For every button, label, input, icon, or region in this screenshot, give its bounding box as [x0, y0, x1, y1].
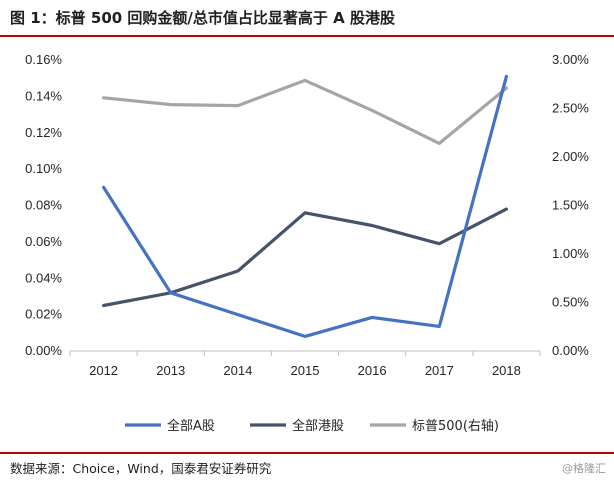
right-axis-tick-label: 3.00% [552, 52, 589, 67]
right-axis-tick-label: 2.50% [552, 101, 589, 116]
right-axis-tick-label: 2.00% [552, 149, 589, 164]
chart-axes: 0.00% 0.02% 0.04% 0.06% 0.08% 0.10% 0.12% 0.14%… [25, 52, 589, 378]
left-axis-tick-label: 0.08% [25, 198, 62, 213]
x-axis-tick-label: 2016 [358, 363, 387, 378]
left-axis-tick-label: 0.16% [25, 52, 62, 67]
right-axis-tick-label: 0.00% [552, 343, 589, 358]
source-note: 数据来源：Choice，Wind，国泰君安证券研究 [10, 461, 272, 476]
x-axis-tick-label: 2018 [492, 363, 521, 378]
chart-title: 图 1：标普 500 回购金额/总市值占比显著高于 A 股港股 [10, 9, 395, 27]
legend-label: 全部港股 [292, 418, 344, 434]
right-axis-tick-label: 1.00% [552, 246, 589, 261]
left-axis-tick-label: 0.06% [25, 234, 62, 249]
right-axis-tick-label: 0.50% [552, 295, 589, 310]
legend-label: 全部A股 [167, 418, 215, 434]
watermark: @格隆汇 [562, 462, 606, 475]
left-axis-tick-label: 0.10% [25, 161, 62, 176]
title-divider [0, 35, 614, 37]
left-axis-tick-label: 0.04% [25, 270, 62, 285]
left-axis-tick-label: 0.02% [25, 307, 62, 322]
title-bar: 图 1：标普 500 回购金额/总市值占比显著高于 A 股港股 [0, 0, 614, 36]
footer-divider [0, 452, 614, 454]
x-axis-tick-label: 2013 [156, 363, 185, 378]
line-chart: 0.00% 0.02% 0.04% 0.06% 0.08% 0.10% 0.12% 0.14%… [25, 52, 589, 434]
x-axis-tick-label: 2017 [425, 363, 454, 378]
series-line-1 [101, 207, 508, 308]
left-axis-tick-label: 0.00% [25, 343, 62, 358]
x-axis-tick-label: 2015 [291, 363, 320, 378]
series-line-0 [101, 74, 508, 338]
x-axis-tick-label: 2012 [89, 363, 118, 378]
left-axis-tick-label: 0.14% [25, 88, 62, 103]
chart-legend: 全部A股 全部港股 标普500(右轴) [125, 418, 499, 434]
legend-label: 标普500(右轴) [412, 419, 499, 434]
left-axis-tick-label: 0.12% [25, 125, 62, 140]
right-axis-tick-label: 1.50% [552, 198, 589, 213]
x-axis-tick-label: 2014 [223, 363, 252, 378]
series-line-2 [101, 78, 508, 146]
chart-series [101, 74, 508, 338]
